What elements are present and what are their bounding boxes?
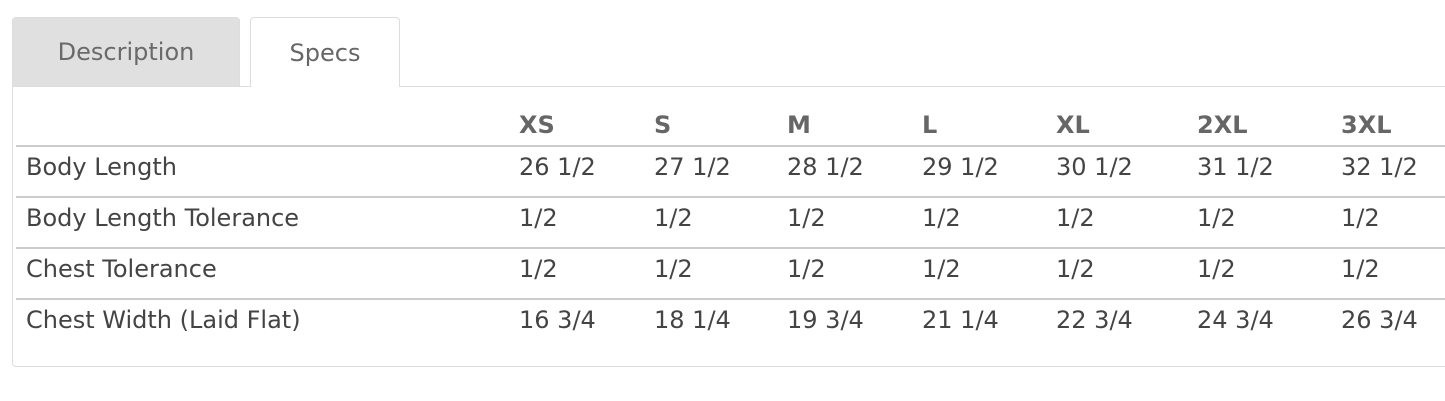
row-label: Body Length [26, 153, 177, 181]
tab-description[interactable]: Description [12, 17, 240, 86]
size-value: 1/2 [1197, 255, 1236, 283]
size-value: 1/2 [787, 204, 826, 232]
column-header-l: L [922, 111, 938, 139]
size-value: 1/2 [519, 255, 558, 283]
table-row: Body Length 26 1/2 27 1/2 28 1/2 29 1/2 30 1/… [16, 145, 1445, 198]
column-header-xl: XL [1056, 111, 1090, 139]
row-label: Chest Width (Laid Flat) [26, 306, 301, 334]
tab-label: Specs [289, 38, 361, 67]
size-value: 1/2 [519, 204, 558, 232]
column-header-s: S [654, 111, 672, 139]
column-header-xs: XS [519, 111, 555, 139]
size-value: 26 1/2 [519, 153, 596, 181]
table-row: Chest Width (Laid Flat) 16 3/4 18 1/4 19 3/… [16, 298, 1445, 349]
size-value: 1/2 [922, 255, 961, 283]
table-row: Body Length Tolerance 1/2 1/2 1/2 1/2 1/2 1/2 1… [16, 196, 1445, 249]
size-value: 26 3/4 [1341, 306, 1418, 334]
size-value: 1/2 [787, 255, 826, 283]
size-value: 18 1/4 [654, 306, 731, 334]
row-label: Chest Tolerance [26, 255, 217, 283]
size-value: 1/2 [654, 255, 693, 283]
size-value: 1/2 [1341, 255, 1380, 283]
size-value: 27 1/2 [654, 153, 731, 181]
size-value: 1/2 [1197, 204, 1236, 232]
size-value: 1/2 [654, 204, 693, 232]
size-value: 24 3/4 [1197, 306, 1274, 334]
size-value: 29 1/2 [922, 153, 999, 181]
size-value: 22 3/4 [1056, 306, 1133, 334]
size-value: 19 3/4 [787, 306, 864, 334]
column-header-3xl: 3XL [1341, 111, 1392, 139]
specs-panel: XS S M L XL 2XL 3XL Body Length 26 1/2 27 1/2 28 1… [12, 86, 1445, 367]
size-value: 32 1/2 [1341, 153, 1418, 181]
column-header-2xl: 2XL [1197, 111, 1248, 139]
size-value: 16 3/4 [519, 306, 596, 334]
table-header-row: XS S M L XL 2XL 3XL [16, 101, 1445, 147]
size-value: 1/2 [1056, 204, 1095, 232]
size-value: 31 1/2 [1197, 153, 1274, 181]
tab-label: Description [57, 38, 195, 66]
size-value: 1/2 [922, 204, 961, 232]
tab-specs[interactable]: Specs [250, 17, 400, 87]
row-label: Body Length Tolerance [26, 204, 300, 232]
size-value: 1/2 [1341, 204, 1380, 232]
size-value: 21 1/4 [922, 306, 999, 334]
column-header-m: M [787, 111, 811, 139]
size-value: 1/2 [1056, 255, 1095, 283]
size-value: 30 1/2 [1056, 153, 1133, 181]
size-value: 28 1/2 [787, 153, 864, 181]
table-row: Chest Tolerance 1/2 1/2 1/2 1/2 1/2 1/2 1/2 [16, 247, 1445, 300]
